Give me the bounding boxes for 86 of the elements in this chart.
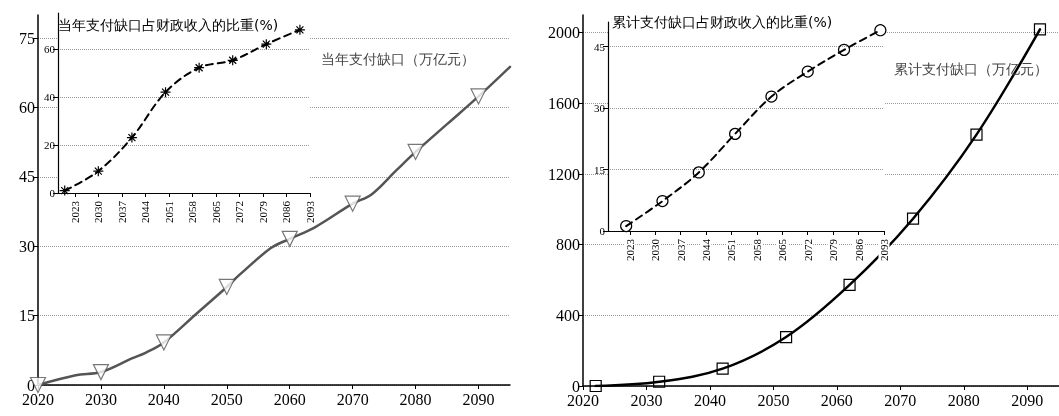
point	[260, 38, 272, 50]
chart-title: 当年支付缺口占财政收入的比重(%)	[58, 17, 279, 33]
x-tick-label: 2079	[256, 200, 269, 223]
point	[92, 165, 104, 177]
x-tick-label: 2037	[674, 238, 687, 261]
y-tick-label: 45	[594, 40, 606, 53]
x-tick-label: 2070	[884, 391, 917, 409]
x-tick-label: 2093	[304, 200, 316, 223]
x-tick-label: 2037	[115, 200, 128, 223]
y-tick-label: 20	[44, 139, 56, 151]
y-tick-label: 40	[44, 91, 56, 103]
chart-title: 累计支付缺口占财政收入的比重(%)	[612, 14, 833, 30]
y-tick-label: 800	[556, 236, 580, 254]
y-tick-label: 1600	[548, 94, 580, 112]
annotation: 当年支付缺口（万亿元）	[321, 51, 475, 67]
x-tick-label: 2079	[827, 238, 840, 261]
point	[92, 363, 110, 381]
point	[470, 88, 487, 105]
x-tick-label: 2030	[649, 238, 662, 261]
point	[227, 54, 239, 66]
x-tick-label: 2023	[623, 238, 636, 261]
point	[906, 212, 920, 225]
x-tick-label: 2060	[273, 390, 306, 408]
y-tick-label: 30	[594, 102, 606, 115]
y-tick-label: 2000	[548, 24, 580, 42]
x-tick-label: 2040	[693, 391, 726, 409]
x-tick-label: 2030	[630, 391, 663, 409]
point	[716, 362, 729, 375]
point	[874, 24, 887, 37]
x-tick-label: 2072	[233, 201, 246, 223]
point	[281, 230, 298, 247]
x-tick-label: 2050	[210, 390, 243, 408]
point	[837, 43, 851, 56]
x-tick-label: 2050	[757, 391, 790, 409]
x-tick-label: 2093	[878, 238, 890, 261]
point	[218, 278, 235, 296]
point	[407, 143, 424, 160]
point	[692, 166, 705, 179]
x-tick-label: 2086	[280, 200, 293, 223]
y-tick-label: 15	[594, 163, 606, 176]
x-tick-label: 2090	[462, 390, 495, 408]
point	[765, 90, 778, 103]
y-tick-label: 60	[19, 99, 35, 116]
point	[155, 334, 172, 351]
x-tick-label: 2030	[92, 200, 105, 223]
x-tick-label: 2058	[186, 200, 199, 223]
point	[344, 195, 361, 212]
y-tick-label: 1200	[548, 165, 580, 183]
point	[193, 62, 205, 74]
y-tick-label: 60	[44, 43, 56, 55]
point	[589, 379, 602, 393]
point	[126, 131, 138, 144]
y-tick-label: 400	[556, 306, 580, 324]
point	[729, 127, 742, 140]
x-tick-label: 2051	[725, 239, 738, 261]
point	[294, 24, 306, 36]
point	[843, 278, 856, 292]
point	[159, 86, 172, 98]
point	[620, 219, 633, 233]
y-tick-label: 45	[19, 168, 35, 186]
point	[59, 185, 71, 197]
x-tick-label: 2044	[139, 200, 152, 223]
y-tick-label: 75	[19, 29, 35, 47]
point	[801, 65, 814, 78]
point	[653, 375, 666, 388]
x-tick-label: 2023	[68, 200, 81, 223]
x-tick-label: 2080	[947, 391, 980, 409]
point	[779, 330, 793, 344]
x-tick-label: 2058	[750, 238, 763, 261]
x-tick-label: 2090	[1011, 391, 1044, 409]
x-tick-label: 2030	[84, 390, 117, 408]
x-tick-label: 2044	[700, 238, 713, 261]
x-tick-label: 2060	[820, 391, 853, 409]
point	[1033, 23, 1047, 36]
x-tick-label: 2086	[852, 238, 865, 261]
x-tick-label: 2080	[399, 390, 432, 408]
point	[656, 194, 669, 208]
x-tick-label: 2070	[336, 390, 369, 408]
x-tick-label: 2051	[162, 201, 175, 223]
x-tick-label: 2040	[147, 390, 180, 408]
x-tick-label: 2072	[801, 239, 814, 261]
y-tick-label: 30	[19, 237, 35, 255]
x-tick-label: 2065	[776, 238, 789, 261]
y-tick-label: 15	[19, 307, 35, 325]
x-tick-label: 2065	[209, 200, 222, 223]
point	[970, 128, 983, 141]
